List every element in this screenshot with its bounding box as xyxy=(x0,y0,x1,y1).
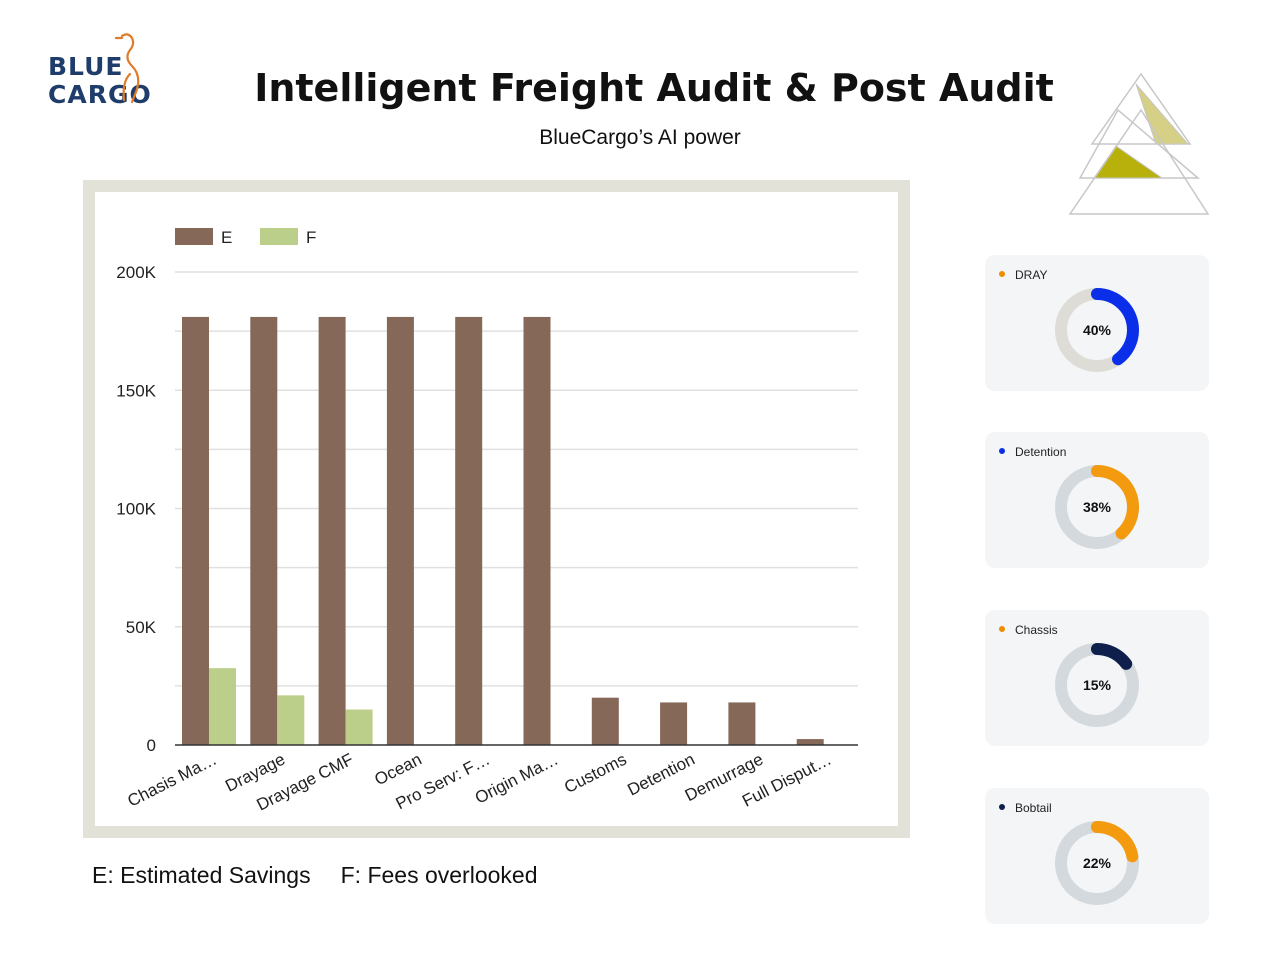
y-tick-label: 100K xyxy=(116,500,156,519)
brand-line-2: CARGO xyxy=(48,80,152,109)
y-tick-label: 0 xyxy=(147,736,156,755)
legend-swatch-e xyxy=(175,228,213,245)
bar-e xyxy=(796,739,824,745)
donut-ring xyxy=(1055,643,1139,727)
bar-e xyxy=(386,316,414,745)
donut-percent: 15% xyxy=(1082,677,1112,693)
donut-arc xyxy=(1055,821,1139,905)
donut-card-chassis: Chassis 15% xyxy=(985,610,1209,746)
chart-frame: 0 50K 100K 150K 200K Chasis Ma… Drayage Drayage… xyxy=(83,180,910,838)
legend-swatch-f xyxy=(260,228,298,245)
y-tick-label: 200K xyxy=(116,263,156,282)
donut-label: Detention xyxy=(1015,445,1067,459)
donut-percent: 40% xyxy=(1082,322,1112,338)
bar-e xyxy=(250,316,278,745)
donut-label: Bobtail xyxy=(1015,801,1052,815)
donut-ring xyxy=(1055,288,1139,372)
legend-dot xyxy=(999,626,1005,632)
legend-label-f: F xyxy=(306,228,316,247)
donut-arc xyxy=(1055,465,1139,549)
donut-label: Chassis xyxy=(1015,623,1058,637)
bar-e xyxy=(660,702,688,745)
triangle-graphic-icon xyxy=(1068,72,1210,215)
brand-line-1: BLUE xyxy=(48,52,124,81)
brand-logo: BLUE CARGO xyxy=(48,30,158,110)
bar-f xyxy=(345,709,373,745)
heron-icon xyxy=(114,33,140,104)
page-subtitle: BlueCargo’s AI power xyxy=(539,126,741,149)
bar-chart: 0 50K 100K 150K 200K Chasis Ma… Drayage Drayage… xyxy=(95,192,898,826)
y-tick-label: 150K xyxy=(116,381,156,400)
donut-ring xyxy=(1055,465,1139,549)
legend-dot xyxy=(999,804,1005,810)
bar-e xyxy=(523,316,551,745)
legend-dot xyxy=(999,271,1005,277)
bar-e xyxy=(182,316,209,745)
page-title: Intelligent Freight Audit & Post Audit xyxy=(254,66,1054,110)
donut-label: DRAY xyxy=(1015,268,1048,282)
legend-label-e: E xyxy=(221,228,232,247)
x-tick-label: Chasis Ma… xyxy=(124,750,219,811)
bar-f xyxy=(209,668,236,745)
donut-card-bobtail: Bobtail 22% xyxy=(985,788,1209,924)
legend-dot xyxy=(999,448,1005,454)
donut-arc xyxy=(1055,288,1139,372)
bar-e xyxy=(728,702,756,745)
bar-f xyxy=(277,695,305,745)
footnote-f: F: Fees overlooked xyxy=(340,862,538,888)
footnote-e: E: Estimated Savings xyxy=(92,862,311,888)
bar-e xyxy=(318,316,346,745)
chart-footnote: E: Estimated Savings F: Fees overlooked xyxy=(92,862,567,889)
donut-percent: 22% xyxy=(1082,855,1112,871)
donut-arc xyxy=(1055,643,1139,727)
bar-e xyxy=(591,697,619,745)
x-tick-label: Customs xyxy=(561,750,629,797)
bar-e xyxy=(455,316,483,745)
donut-card-detention: Detention 38% xyxy=(985,432,1209,568)
donut-percent: 38% xyxy=(1082,499,1112,515)
y-tick-label: 50K xyxy=(126,618,157,637)
donut-card-dray: DRAY 40% xyxy=(985,255,1209,391)
donut-ring xyxy=(1055,821,1139,905)
